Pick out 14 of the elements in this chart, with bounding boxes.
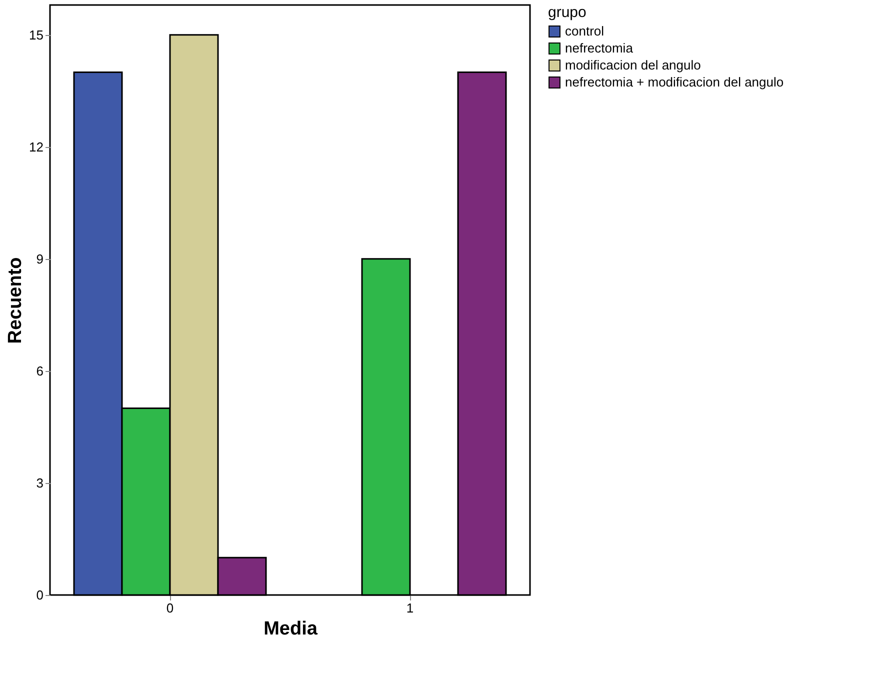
y-tick-label: 12 [29,139,44,154]
legend-label: control [565,24,604,38]
legend-label: nefrectomia [565,40,634,56]
legend-label: nefrectomia + modificacion del angulo [565,74,784,90]
y-tick-label: 6 [36,363,44,378]
y-tick-label: 0 [36,588,44,602]
legend-title: grupo [548,4,586,21]
y-tick-label: 3 [36,475,44,490]
y-tick-label: 9 [36,251,44,266]
x-tick-label: 1 [406,600,414,616]
y-axis-title: Recuento [5,257,26,344]
y-tick-label: 15 [29,27,44,42]
legend-label: modificacion del angulo [565,58,701,72]
x-axis-title: Media [264,618,318,640]
